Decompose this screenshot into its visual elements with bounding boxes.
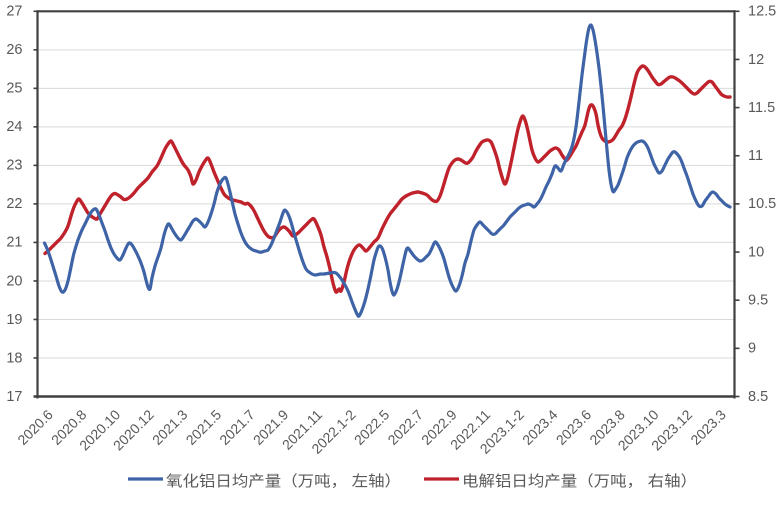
svg-text:26: 26: [6, 42, 22, 58]
svg-text:12.5: 12.5: [748, 4, 776, 20]
svg-text:10: 10: [748, 244, 764, 260]
svg-text:12: 12: [748, 52, 764, 68]
svg-text:22: 22: [6, 196, 22, 212]
svg-text:11: 11: [748, 148, 763, 164]
svg-text:17: 17: [6, 389, 22, 405]
svg-text:11.5: 11.5: [748, 100, 775, 116]
svg-text:19: 19: [6, 312, 22, 328]
svg-text:27: 27: [6, 4, 22, 20]
svg-text:电解铝日均产量（万吨， 右轴）: 电解铝日均产量（万吨， 右轴）: [462, 473, 697, 490]
svg-text:25: 25: [6, 81, 22, 97]
svg-text:9: 9: [748, 341, 756, 357]
svg-text:10.5: 10.5: [748, 196, 776, 212]
svg-text:18: 18: [6, 350, 22, 366]
svg-text:23: 23: [6, 158, 22, 174]
svg-text:氧化铝日均产量（万吨， 左轴）: 氧化铝日均产量（万吨， 左轴）: [166, 473, 401, 490]
svg-text:8.5: 8.5: [748, 389, 768, 405]
svg-text:24: 24: [6, 119, 22, 135]
svg-text:21: 21: [6, 235, 22, 251]
svg-text:20: 20: [6, 273, 22, 289]
svg-text:9.5: 9.5: [748, 293, 768, 309]
